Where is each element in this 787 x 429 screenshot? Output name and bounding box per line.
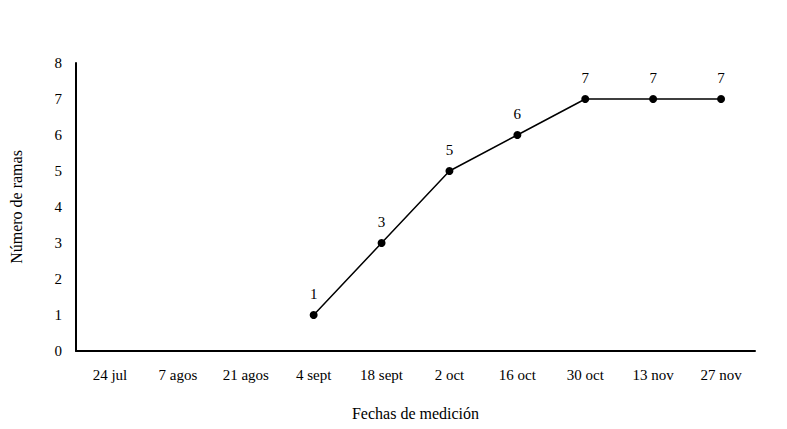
svg-text:Fechas de medición: Fechas de medición [352,405,479,422]
svg-text:21 agos: 21 agos [223,367,269,383]
svg-text:18 sept: 18 sept [360,367,404,383]
svg-text:Número de ramas: Número de ramas [8,150,25,264]
svg-text:30 oct: 30 oct [567,367,605,383]
svg-text:7: 7 [582,70,590,86]
svg-text:2 oct: 2 oct [435,367,465,383]
svg-text:24 jul: 24 jul [93,367,128,383]
svg-text:1: 1 [55,307,63,323]
svg-text:3: 3 [55,235,63,251]
svg-text:7: 7 [649,70,657,86]
svg-text:7: 7 [717,70,725,86]
svg-text:0: 0 [55,343,63,359]
svg-text:3: 3 [378,214,386,230]
svg-text:7: 7 [55,91,63,107]
svg-text:2: 2 [55,271,63,287]
svg-text:5: 5 [55,163,63,179]
svg-text:6: 6 [514,106,522,122]
svg-text:4: 4 [55,199,63,215]
svg-text:27 nov: 27 nov [700,367,742,383]
svg-text:4 sept: 4 sept [296,367,332,383]
svg-text:7 agos: 7 agos [158,367,197,383]
svg-text:13 nov: 13 nov [633,367,675,383]
svg-text:6: 6 [55,127,63,143]
svg-text:5: 5 [446,142,454,158]
svg-text:16 oct: 16 oct [499,367,537,383]
svg-text:1: 1 [310,286,318,302]
svg-text:8: 8 [55,55,63,71]
